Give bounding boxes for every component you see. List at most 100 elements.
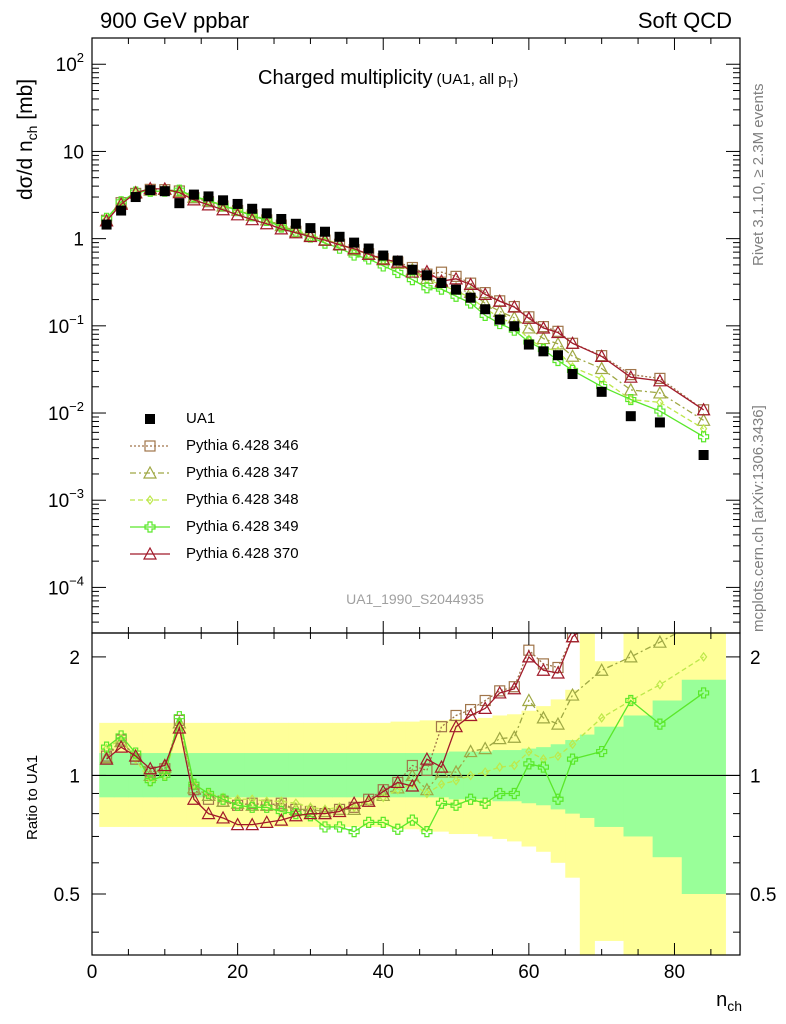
point-p347 bbox=[565, 348, 580, 362]
ratio-point-p347 bbox=[317, 804, 332, 818]
ratio-point-p370 bbox=[114, 739, 129, 753]
point-p349 bbox=[261, 214, 273, 227]
point-p349-shape bbox=[697, 431, 710, 443]
data-point-ua1 bbox=[363, 243, 374, 254]
ratio-point-p347-shape bbox=[478, 741, 493, 755]
point-p370-shape bbox=[259, 216, 274, 230]
ratio-point-p348-shape bbox=[525, 746, 533, 757]
point-p370 bbox=[332, 237, 347, 251]
ratio-point-p346-shape bbox=[479, 694, 491, 707]
point-p370 bbox=[245, 212, 260, 226]
ratio-point-p349-shape bbox=[392, 823, 404, 835]
ratio-point-p347-shape bbox=[565, 687, 580, 701]
data-point-ua1 bbox=[203, 191, 214, 202]
ratio-point-p348 bbox=[481, 767, 489, 778]
ratio-point-p370 bbox=[128, 748, 143, 762]
ratio-point-p348-shape bbox=[627, 695, 635, 706]
ratio-point-p349 bbox=[406, 814, 418, 826]
ratio-point-p347 bbox=[565, 687, 580, 701]
ratio-point-p370 bbox=[186, 792, 201, 805]
ratio-point-p347-shape bbox=[521, 693, 536, 707]
ratio-point-p349-shape bbox=[319, 821, 331, 833]
ratio-point-p349 bbox=[290, 808, 302, 820]
ratio-point-p349-shape bbox=[566, 753, 579, 765]
ratio-point-p349 bbox=[159, 769, 171, 782]
point-p349 bbox=[625, 393, 637, 406]
ratio-point-p370 bbox=[201, 806, 216, 820]
point-p370 bbox=[594, 349, 609, 362]
legend-marker-p370 bbox=[142, 546, 158, 560]
ratio-point-p346-shape bbox=[173, 714, 185, 726]
ratio-point-p349-shape bbox=[697, 687, 710, 699]
ratio-point-p348-shape bbox=[190, 779, 198, 790]
ratio-point-p349 bbox=[377, 816, 389, 828]
data-point-ua1 bbox=[451, 284, 462, 295]
band-inner-segment bbox=[594, 726, 625, 827]
ratio-point-p349-shape bbox=[290, 808, 302, 820]
point-p349 bbox=[173, 184, 185, 196]
ratio-point-p349-shape bbox=[232, 799, 244, 811]
point-p370-shape bbox=[347, 241, 362, 255]
ratio-point-p347 bbox=[550, 716, 565, 730]
ratio-point-p349-shape bbox=[363, 816, 375, 828]
point-p370-shape bbox=[201, 197, 216, 211]
point-p370 bbox=[288, 225, 303, 239]
legend-label: Pythia 6.428 348 bbox=[186, 491, 299, 508]
ratio-tick-label: 1 bbox=[69, 766, 80, 787]
data-point-ua1 bbox=[480, 304, 491, 315]
data-point-ua1 bbox=[378, 250, 389, 261]
ratio-point-p348 bbox=[146, 777, 154, 788]
ratio-point-p347 bbox=[288, 802, 303, 815]
data-point-ua1 bbox=[145, 185, 156, 196]
ratio-point-p370 bbox=[274, 812, 289, 826]
ratio-point-p346-shape bbox=[655, 572, 665, 582]
legend-marker-p346 bbox=[144, 439, 156, 452]
data-point-ua1 bbox=[494, 314, 505, 325]
ratio-point-p370-shape bbox=[288, 808, 303, 822]
y-tick-label: 10−2 bbox=[48, 399, 84, 425]
ratio-point-p370-shape bbox=[259, 815, 274, 828]
y-tick-base: 10 bbox=[48, 317, 69, 338]
ratio-point-p349 bbox=[188, 778, 200, 790]
data-point-ua1 bbox=[261, 208, 272, 219]
point-p346 bbox=[654, 372, 666, 384]
ratio-point-p349-shape bbox=[596, 745, 608, 758]
series-line-p347 bbox=[106, 188, 704, 421]
ratio-point-p370-shape bbox=[565, 633, 580, 643]
ratio-point-p349-shape bbox=[552, 793, 564, 805]
ratio-point-p347 bbox=[303, 802, 318, 815]
ratio-point-p370 bbox=[303, 806, 318, 820]
data-point-ua1 bbox=[101, 219, 112, 230]
ratio-point-p348 bbox=[539, 754, 548, 765]
ratio-y-axis-label: Ratio to UA1 bbox=[24, 754, 41, 840]
ratio-point-p370 bbox=[449, 719, 464, 733]
legend-marker-p347-shape bbox=[142, 465, 158, 479]
ratio-point-p347-shape bbox=[317, 804, 332, 818]
data-point-ua1 bbox=[552, 350, 563, 361]
legend-symbol bbox=[130, 465, 170, 479]
ratio-point-p348 bbox=[423, 788, 431, 799]
legend-marker-p346-shape bbox=[144, 439, 156, 452]
ratio-point-p349-shape bbox=[188, 778, 200, 790]
ratio-point-p347-shape bbox=[303, 802, 318, 815]
legend-marker-p348 bbox=[146, 494, 154, 505]
point-p370-shape bbox=[565, 336, 580, 349]
ratio-tick-label-right: 2 bbox=[750, 648, 761, 669]
ratio-bands bbox=[99, 633, 726, 955]
ratio-point-p349-shape bbox=[494, 787, 506, 800]
data-point-ua1 bbox=[247, 203, 258, 214]
data-point-ua1 bbox=[654, 417, 665, 428]
ratio-point-p370 bbox=[478, 701, 493, 715]
ratio-point-p370-shape bbox=[361, 793, 376, 807]
legend-marker-p370-shape bbox=[142, 546, 158, 560]
ratio-point-p348-shape bbox=[568, 739, 577, 750]
point-p370 bbox=[565, 336, 580, 349]
legend-symbol bbox=[130, 494, 170, 505]
ratio-point-p370 bbox=[317, 806, 332, 820]
ratio-point-p346 bbox=[537, 658, 550, 670]
ratio-tick-label: 2 bbox=[69, 648, 80, 669]
ratio-point-p348-shape bbox=[554, 751, 562, 762]
y-label-units: [mb] bbox=[14, 78, 37, 126]
ratio-point-p370 bbox=[654, 582, 666, 593]
